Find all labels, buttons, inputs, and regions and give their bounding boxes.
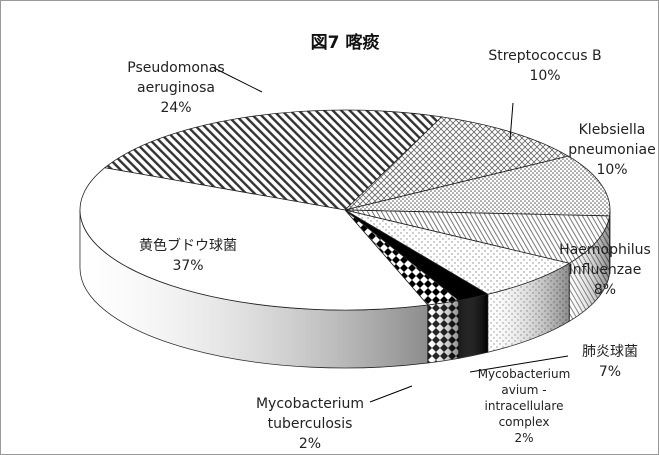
value-label: 10% bbox=[529, 68, 561, 84]
slice-side-shade bbox=[80, 210, 428, 368]
slice-label: 肺炎球菌 7% bbox=[565, 342, 655, 382]
value-label: 7% bbox=[598, 364, 622, 380]
category-label: 黄色ブドウ球菌 bbox=[139, 238, 237, 254]
pie bbox=[79, 109, 611, 369]
slice-label: Mycobacterium avium -intracellulare comp… bbox=[464, 366, 584, 446]
slice-label: Pseudomonas aeruginosa 24% bbox=[91, 58, 261, 118]
slice-label: Klebsiella pneumoniae 10% bbox=[562, 120, 659, 180]
category-label: Streptococcus B bbox=[488, 48, 602, 64]
category-label: Klebsiella pneumoniae bbox=[568, 122, 656, 158]
slice-side-shade bbox=[458, 294, 488, 359]
category-label: 肺炎球菌 bbox=[582, 344, 638, 360]
slice bbox=[79, 167, 429, 311]
slice bbox=[343, 116, 570, 211]
value-label: 8% bbox=[593, 282, 617, 298]
slice bbox=[344, 209, 571, 295]
value-label: 24% bbox=[160, 100, 192, 116]
value-label: 10% bbox=[596, 162, 628, 178]
slice-label: Mycobacterium tuberculosis 2% bbox=[235, 394, 385, 454]
slice-label: Streptococcus B 10% bbox=[480, 46, 610, 86]
value-label: 2% bbox=[298, 436, 322, 452]
chart-title: 図7 喀痰 bbox=[310, 33, 380, 53]
slice-side-shade bbox=[427, 300, 459, 363]
slice bbox=[344, 209, 611, 264]
category-label: Mycobacterium avium -intracellulare comp… bbox=[477, 367, 571, 429]
sides bbox=[79, 209, 611, 369]
slice bbox=[103, 109, 443, 211]
slice bbox=[344, 155, 611, 217]
category-label: Haemophilus Influenzae bbox=[559, 242, 651, 278]
leader-lines bbox=[213, 67, 569, 403]
category-label: Mycobacterium tuberculosis bbox=[255, 396, 365, 432]
value-label: 2% bbox=[514, 431, 534, 445]
value-label: 37% bbox=[172, 258, 204, 274]
slice-label: 黄色ブドウ球菌 37% bbox=[123, 236, 253, 276]
slice-label: Haemophilus Influenzae 8% bbox=[555, 240, 655, 300]
slice-side-shade bbox=[487, 263, 570, 353]
category-label: Pseudomonas aeruginosa bbox=[127, 60, 225, 96]
slice-side-shade bbox=[569, 215, 610, 322]
